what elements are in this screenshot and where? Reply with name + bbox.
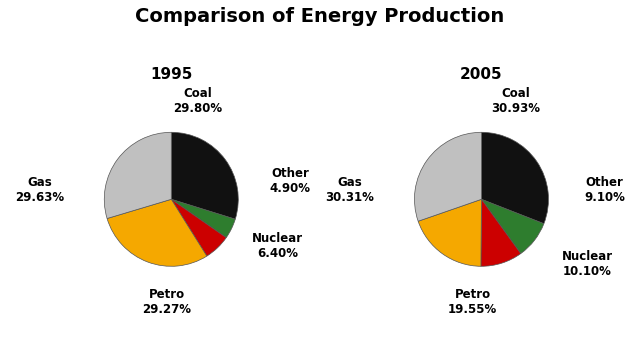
- Wedge shape: [172, 199, 236, 238]
- Wedge shape: [172, 132, 238, 219]
- Wedge shape: [481, 199, 544, 253]
- Text: Comparison of Energy Production: Comparison of Energy Production: [136, 7, 504, 26]
- Wedge shape: [107, 199, 207, 266]
- Text: Coal
29.80%: Coal 29.80%: [173, 87, 223, 115]
- Text: Petro
29.27%: Petro 29.27%: [142, 288, 191, 316]
- Wedge shape: [481, 132, 548, 224]
- Wedge shape: [415, 132, 481, 221]
- Text: Gas
30.31%: Gas 30.31%: [325, 176, 374, 204]
- Text: Gas
29.63%: Gas 29.63%: [15, 176, 64, 204]
- Wedge shape: [418, 199, 481, 266]
- Text: Other
9.10%: Other 9.10%: [584, 176, 625, 204]
- Text: Nuclear
6.40%: Nuclear 6.40%: [252, 232, 303, 260]
- Text: Nuclear
10.10%: Nuclear 10.10%: [562, 250, 613, 277]
- Text: Other
4.90%: Other 4.90%: [269, 167, 310, 196]
- Wedge shape: [104, 132, 172, 218]
- Title: 2005: 2005: [460, 67, 503, 82]
- Text: Coal
30.93%: Coal 30.93%: [491, 87, 540, 115]
- Title: 1995: 1995: [150, 67, 193, 82]
- Wedge shape: [172, 199, 226, 256]
- Text: Petro
19.55%: Petro 19.55%: [448, 288, 497, 316]
- Wedge shape: [481, 199, 521, 266]
